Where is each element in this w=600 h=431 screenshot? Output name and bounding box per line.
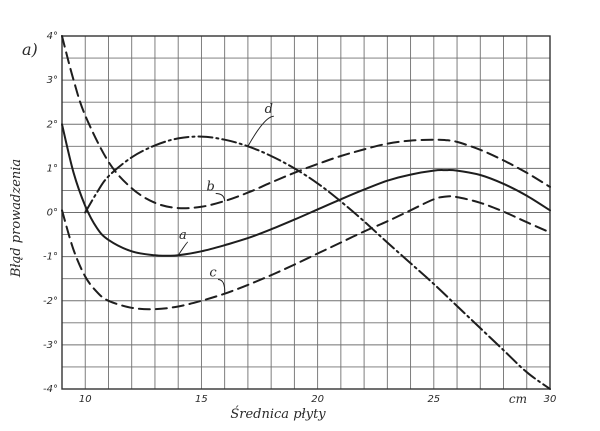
curve-label-leader [217, 278, 226, 294]
panel-label: a) [22, 40, 38, 59]
curve-c [61, 195, 551, 311]
curve-d [84, 135, 551, 390]
y-tick-label: -4° [43, 384, 58, 395]
curves [61, 35, 551, 390]
curve-a [61, 123, 551, 257]
curve-label-c: c [209, 265, 217, 280]
grid [62, 36, 550, 389]
x-tick-label: 20 [311, 394, 324, 405]
y-tick-label: -1° [43, 252, 58, 263]
y-tick-label: -2° [43, 296, 58, 307]
y-tick-label: 2° [47, 119, 58, 130]
curve-label-leader [177, 241, 189, 256]
curve-label-d: d [265, 102, 273, 117]
x-axis-title: Średnica płyty [230, 405, 326, 422]
y-tick-label: 4° [47, 31, 58, 42]
curve-label-b: b [207, 179, 215, 194]
x-tick-label: 10 [79, 394, 92, 405]
curve-label-a: a [179, 228, 187, 243]
x-unit-label: cm [509, 392, 527, 406]
curve-labels: a b c d [177, 102, 274, 294]
curve-label-leader [215, 192, 226, 202]
x-tick-label: 25 [427, 394, 440, 405]
y-axis-title: Błąd prowadzenia [9, 159, 24, 278]
y-tick-label: 3° [47, 75, 58, 86]
x-tick-label: 15 [195, 394, 208, 405]
y-tick-label: 1° [47, 163, 58, 174]
y-tick-label: 0° [47, 208, 58, 219]
tick-labels: 4° 3° 2° 1° 0° -1° -2° -3° -4° 10 15 20 25 30 [43, 31, 556, 405]
curve-label-leader [247, 115, 274, 147]
x-tick-label: 30 [544, 394, 557, 405]
y-tick-label: -3° [43, 340, 58, 351]
curve-b [61, 35, 551, 210]
